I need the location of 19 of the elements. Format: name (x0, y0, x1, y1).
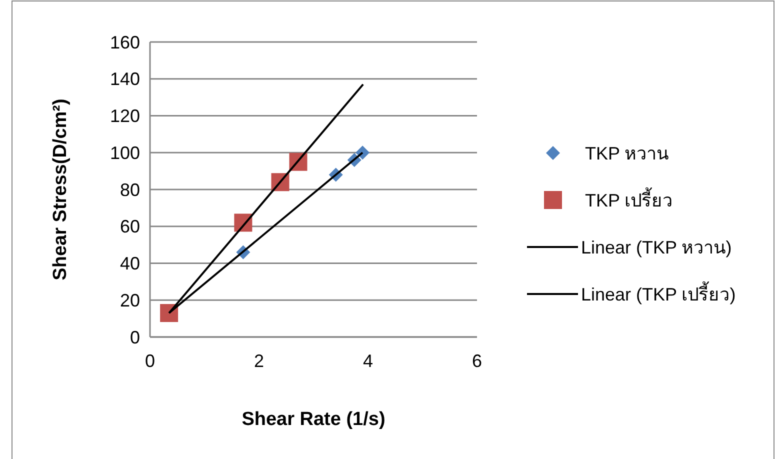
y-tick-label: 60 (120, 216, 140, 237)
x-tick-label: 4 (362, 351, 374, 371)
legend-label: Linear (TKP เปรี้ยว) (581, 281, 736, 304)
y-tick-label: 40 (120, 254, 140, 274)
y-tick-label: 140 (110, 69, 140, 90)
y-tick-label: 20 (120, 290, 140, 310)
x-tick-label: 2 (254, 351, 264, 371)
y-tick-label: 160 (110, 32, 140, 52)
x-axis-title: Shear Rate (1/s) (242, 409, 386, 430)
legend-label: TKP หวาน (585, 143, 669, 164)
x-tick-label: 6 (472, 351, 482, 371)
y-axis-title: Shear Stress(D/cm²) (50, 98, 71, 280)
y-tick-label: 100 (110, 142, 140, 163)
y-tick-label: 80 (120, 180, 140, 200)
y-tick-label: 0 (130, 327, 140, 348)
legend-label: Linear (TKP หวาน) (581, 237, 732, 258)
legend-label: TKP เปรี้ยว (585, 187, 673, 210)
y-tick-label: 120 (110, 106, 140, 126)
x-tick-label: 0 (144, 351, 156, 371)
